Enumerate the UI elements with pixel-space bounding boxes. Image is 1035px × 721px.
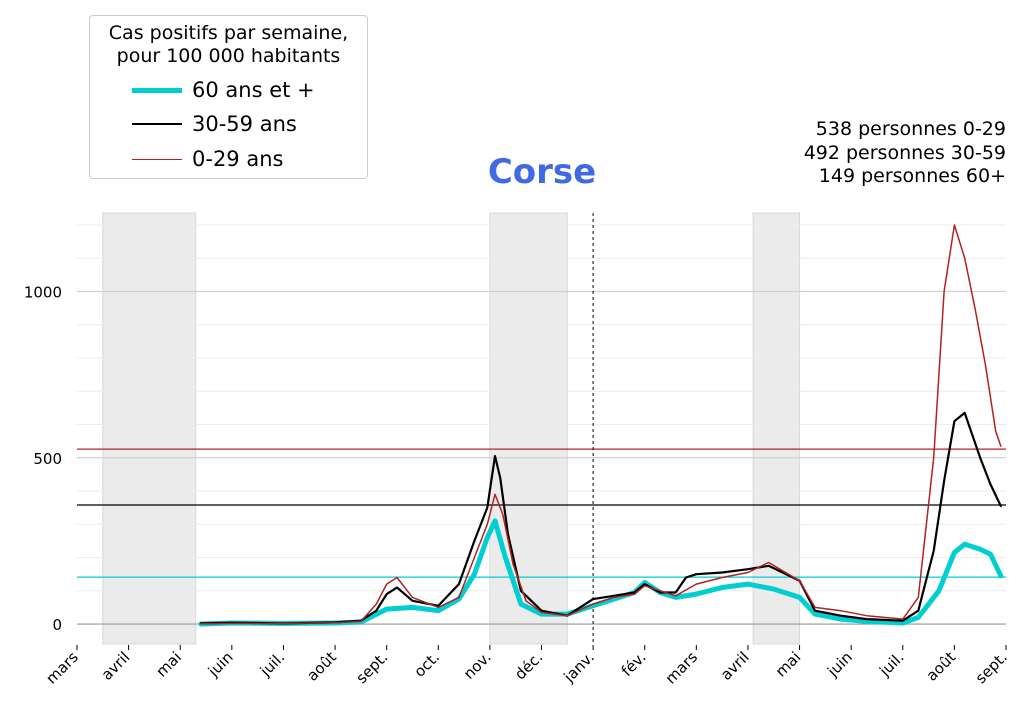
x-tick-label: avril: [717, 648, 753, 684]
x-tick-label: sept.: [972, 648, 1011, 687]
shaded-period-1: [489, 212, 568, 645]
x-tick-label: nov.: [460, 648, 495, 683]
legend: Cas positifs par semaine, pour 100 000 h…: [89, 15, 368, 179]
y-axis: 0 500 1000: [24, 283, 62, 634]
annotation-30-59: 492 personnes 30-59: [804, 142, 1006, 164]
series-layer: [198, 224, 1004, 627]
x-tick-label: mars: [662, 648, 702, 688]
annotation-60plus: 149 personnes 60+: [819, 165, 1006, 187]
legend-label-30-59: 30-59 ans: [192, 112, 297, 136]
x-tick-label: sept.: [352, 648, 391, 687]
legend-item-30-59: 30-59 ans: [132, 112, 297, 136]
x-tick-label: oct.: [411, 648, 444, 681]
x-tick-label: juil.: [256, 648, 288, 680]
minor-gridlines: [77, 224, 1006, 592]
shaded-period-2: [752, 212, 801, 645]
x-tick-label: janv.: [560, 648, 598, 686]
legend-swatch-30-59: [132, 123, 182, 125]
shaded-period-0: [102, 212, 197, 645]
x-tick-label: mai: [772, 648, 805, 681]
x-tick-label: fév.: [618, 648, 650, 680]
x-tick-label: mars: [42, 648, 82, 688]
legend-label-60plus: 60 ans et +: [192, 78, 315, 102]
series-line-1: [199, 411, 1002, 625]
shaded-periods: [102, 212, 801, 645]
x-axis: mars avril mai juin juil. août sept. oct. nov. dé…: [42, 645, 1011, 688]
x-tick-label: avril: [98, 648, 134, 684]
y-tick-label: 0: [52, 616, 62, 634]
current-level-lines: [77, 448, 1006, 578]
legend-label-0-29: 0-29 ans: [192, 147, 284, 171]
x-tick-label: mai: [153, 648, 186, 681]
x-tick-label: juin: [204, 648, 237, 681]
annotation-0-29: 538 personnes 0-29: [816, 118, 1006, 140]
legend-swatch-0-29: [132, 158, 182, 160]
series-line-2: [200, 224, 1002, 625]
x-tick-label: déc.: [511, 648, 546, 683]
legend-title: Cas positifs par semaine, pour 100 000 h…: [90, 22, 367, 68]
legend-item-0-29: 0-29 ans: [132, 147, 283, 171]
legend-title-line-2: pour 100 000 habitants: [116, 45, 341, 67]
series-line-0: [198, 518, 1004, 627]
legend-swatch-60plus: [132, 87, 182, 93]
legend-item-60plus: 60 ans et +: [132, 78, 315, 102]
x-tick-label: juil.: [875, 648, 907, 680]
y-tick-label: 500: [33, 450, 62, 468]
x-tick-label: juin: [823, 648, 856, 681]
y-tick-label: 1000: [24, 283, 62, 301]
legend-title-line-1: Cas positifs par semaine,: [108, 22, 349, 44]
x-tick-label: août: [303, 648, 340, 685]
chart-title: Corse: [488, 152, 596, 192]
x-tick-label: août: [923, 648, 960, 685]
